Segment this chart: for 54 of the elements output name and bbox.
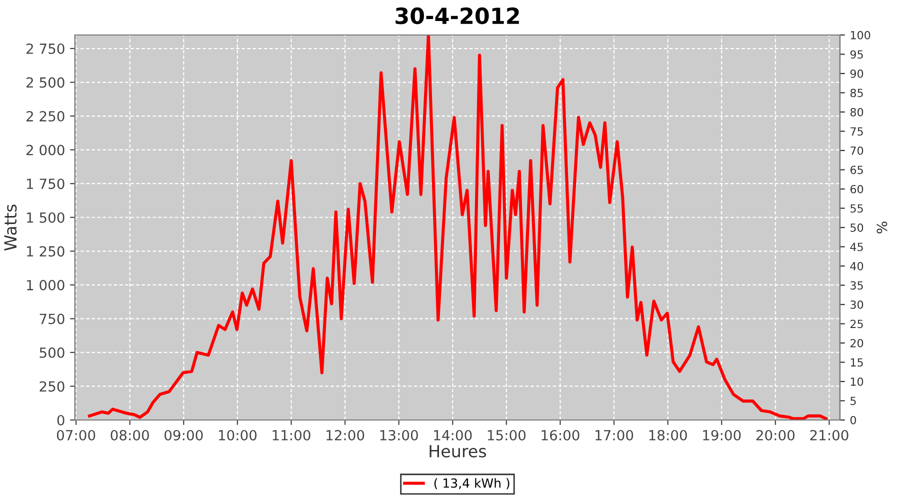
y-tick-label: 1 500 — [27, 212, 64, 223]
y2-tick-label: 5 — [850, 396, 856, 406]
y2-tick-label: 75 — [850, 127, 863, 136]
y2-tick-label: 15 — [850, 358, 863, 367]
x-tick-label: 17:00 — [596, 430, 634, 440]
y2-tick-label: 10 — [850, 377, 864, 386]
line-series — [88, 35, 828, 420]
y2-tick-label: 90 — [850, 69, 864, 78]
y-tick-label: 1 250 — [27, 246, 64, 257]
y2-tick-label: 85 — [850, 88, 863, 98]
x-axis-title: Heures — [430, 445, 486, 458]
y2-tick-label: 0 — [850, 416, 856, 424]
y-tick-label: 500 — [40, 347, 64, 358]
x-tick-label: 14:00 — [434, 430, 472, 440]
y2-tick-label: 70 — [850, 146, 864, 155]
x-tick-label: 08:00 — [110, 430, 149, 440]
y-tick-label: 0 — [57, 414, 64, 426]
y2-tick-label: 30 — [850, 300, 864, 309]
x-tick-label: 18:00 — [649, 430, 687, 440]
x-tick-label: 13:00 — [380, 430, 418, 440]
x-tick-label: 11:00 — [272, 430, 310, 440]
x-tick-label: 15:00 — [488, 430, 526, 440]
y2-tick-label: 35 — [850, 281, 863, 290]
x-tick-label: 07:00 — [56, 430, 96, 440]
x-tick-label: 21:00 — [810, 430, 848, 440]
y-tick-label: 250 — [40, 381, 64, 392]
x-tick-label: 20:00 — [756, 430, 795, 440]
chart-title: 30-4-2012 — [396, 7, 519, 24]
x-tick-label: 16:00 — [542, 430, 580, 440]
y-tick-label: 1 000 — [27, 280, 64, 290]
y2-tick-label: 25 — [850, 320, 863, 328]
y-axis-title: Watts — [4, 204, 17, 251]
x-tick-label: 12:00 — [326, 430, 364, 440]
y2-tick-label: 80 — [850, 108, 864, 116]
y-tick-label: 750 — [40, 314, 64, 324]
y-tick-label: 2 250 — [26, 111, 64, 122]
y2-tick-label: 100 — [850, 30, 870, 40]
x-tick-label: 10:00 — [218, 430, 257, 440]
x-tick-label: 09:00 — [164, 430, 203, 440]
y2-tick-label: 55 — [850, 204, 863, 213]
y2-tick-label: 95 — [850, 50, 863, 59]
y2-tick-label: 50 — [850, 223, 864, 232]
y-tick-label: 2 500 — [26, 77, 64, 88]
y2-axis-title: % — [876, 222, 888, 234]
y2-tick-label: 20 — [850, 338, 864, 348]
x-tick-label: 19:00 — [703, 430, 741, 440]
y2-tick-label: 40 — [850, 262, 864, 270]
legend-label: ( 13,4 kWh ) — [434, 478, 510, 490]
y-tick-label: 2 000 — [26, 144, 64, 156]
y-tick-label: 2 750 — [26, 43, 64, 54]
y2-tick-label: 45 — [850, 242, 863, 252]
y-tick-label: 1 750 — [27, 178, 64, 190]
y2-tick-label: 60 — [850, 184, 864, 194]
y2-tick-label: 65 — [850, 166, 863, 174]
